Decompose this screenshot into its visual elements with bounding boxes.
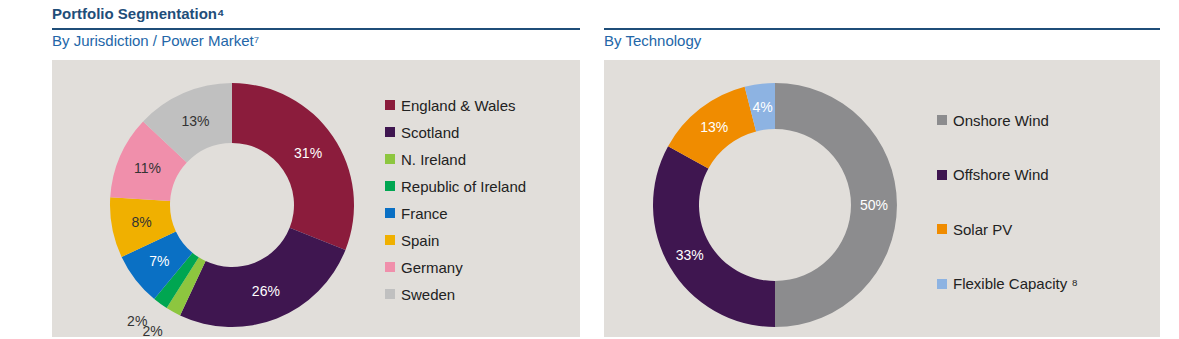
svg-text:4%: 4%	[752, 99, 772, 115]
html-text:Scotland: Scotland	[401, 123, 460, 141]
html-text:Germany: Germany	[401, 258, 463, 276]
svg-text:8%: 8%	[132, 214, 152, 230]
svg-text:31%: 31%	[294, 145, 322, 161]
svg-text:13%: 13%	[700, 119, 728, 135]
svg-text:33%: 33%	[676, 247, 704, 263]
svg-text:11%: 11%	[134, 160, 161, 176]
html-text:Portfolio Segmentation⁴: Portfolio Segmentation⁴	[52, 5, 225, 22]
html-text:Republic of Ireland: Republic of Ireland	[401, 177, 527, 195]
svg-text:13%: 13%	[181, 113, 209, 129]
html-text:France: France	[401, 204, 448, 222]
html-text:Onshore Wind: Onshore Wind	[953, 111, 1049, 129]
svg-text:7%: 7%	[149, 253, 169, 269]
html-text:Spain: Spain	[401, 231, 440, 249]
svg-text:2%: 2%	[127, 313, 147, 329]
html-text:England & Wales: England & Wales	[401, 96, 516, 114]
html-text:Flexible Capacity ⁸: Flexible Capacity ⁸	[953, 275, 1078, 292]
html-text:By Technology: By Technology	[604, 32, 702, 49]
html-text:N. Ireland: N. Ireland	[401, 150, 466, 168]
svg-text:50%: 50%	[860, 197, 888, 213]
html-text:By Jurisdiction / Power Market: By Jurisdiction / Power Market⁷	[52, 32, 260, 49]
html-text:Offshore Wind: Offshore Wind	[953, 166, 1049, 183]
html-text:Solar PV: Solar PV	[953, 220, 1013, 238]
html-text:Sweden: Sweden	[401, 285, 456, 303]
svg-text:26%: 26%	[252, 283, 280, 299]
